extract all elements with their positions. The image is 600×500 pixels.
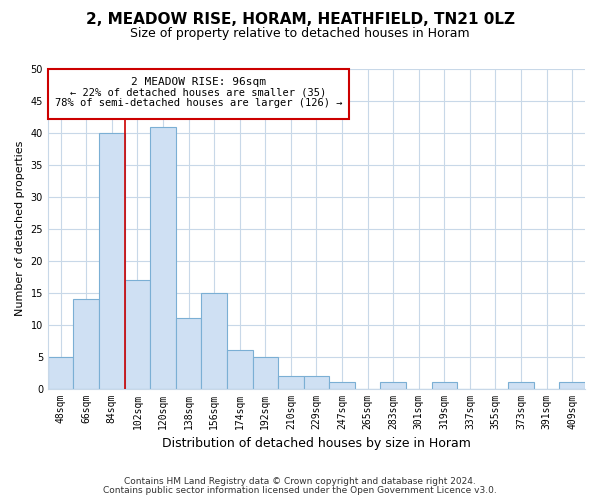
Bar xyxy=(176,318,202,388)
Bar xyxy=(150,126,176,388)
Bar xyxy=(329,382,355,388)
Bar xyxy=(48,356,73,388)
Text: Size of property relative to detached houses in Horam: Size of property relative to detached ho… xyxy=(130,28,470,40)
Bar xyxy=(559,382,585,388)
X-axis label: Distribution of detached houses by size in Horam: Distribution of detached houses by size … xyxy=(162,437,471,450)
Bar xyxy=(304,376,329,388)
Bar xyxy=(253,356,278,388)
Bar xyxy=(202,292,227,388)
Bar xyxy=(125,280,150,388)
Bar xyxy=(73,299,99,388)
Bar xyxy=(99,133,125,388)
Bar xyxy=(380,382,406,388)
Y-axis label: Number of detached properties: Number of detached properties xyxy=(15,141,25,316)
Text: 78% of semi-detached houses are larger (126) →: 78% of semi-detached houses are larger (… xyxy=(55,98,342,108)
Bar xyxy=(278,376,304,388)
FancyBboxPatch shape xyxy=(48,69,349,118)
Text: Contains public sector information licensed under the Open Government Licence v3: Contains public sector information licen… xyxy=(103,486,497,495)
Text: Contains HM Land Registry data © Crown copyright and database right 2024.: Contains HM Land Registry data © Crown c… xyxy=(124,477,476,486)
Bar xyxy=(431,382,457,388)
Bar xyxy=(227,350,253,389)
Bar xyxy=(508,382,534,388)
Text: 2 MEADOW RISE: 96sqm: 2 MEADOW RISE: 96sqm xyxy=(131,77,266,87)
Text: 2, MEADOW RISE, HORAM, HEATHFIELD, TN21 0LZ: 2, MEADOW RISE, HORAM, HEATHFIELD, TN21 … xyxy=(86,12,515,28)
Text: ← 22% of detached houses are smaller (35): ← 22% of detached houses are smaller (35… xyxy=(70,88,326,98)
